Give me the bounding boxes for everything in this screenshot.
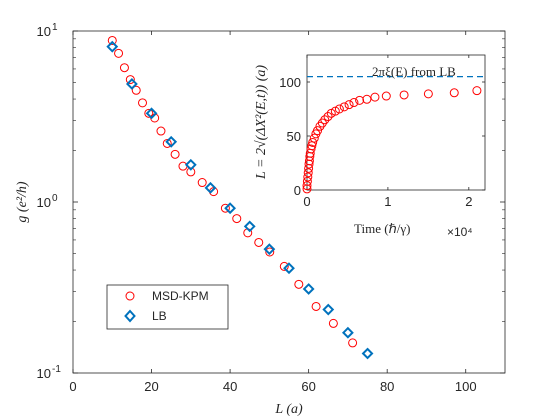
lb-point (263, 243, 276, 256)
msd-kpm-point (220, 203, 230, 213)
msd-kpm-point (311, 301, 321, 311)
inset-y-tick-label: 0 (294, 183, 301, 198)
main-y-tick-label: 10 (37, 195, 51, 210)
inset-point (303, 172, 313, 182)
inset-y-tick-label: 50 (287, 129, 301, 144)
inset-point (344, 100, 354, 110)
lb-point (302, 283, 315, 295)
main-y-tick-label: 10 (37, 24, 51, 39)
msd-kpm-point (107, 35, 117, 45)
lb-point (145, 107, 158, 120)
inset-plot-frame (306, 54, 486, 191)
inset-y-ticks: 0 50 100 (279, 75, 485, 198)
inset-x-multiplier: ×10⁴ (447, 225, 473, 239)
inset-point (472, 86, 482, 96)
inset-point (309, 133, 319, 143)
inset-point (317, 118, 327, 128)
legend-msd-kpm-marker (125, 291, 135, 301)
lb-point (106, 40, 119, 53)
main-x-tick-label: 20 (144, 379, 158, 394)
inset-point (320, 115, 330, 125)
inset-point (334, 104, 344, 114)
inset-y-tick-label: 100 (279, 75, 301, 90)
inset-point (306, 144, 316, 154)
inset-x-tick-label: 2 (465, 194, 472, 209)
lb-point (361, 347, 374, 360)
lb-point (243, 220, 256, 233)
main-y-axis-label: g (e²/h) (15, 181, 30, 222)
main-x-tick-label: 80 (380, 379, 394, 394)
inset-x-axis-label: Time (ℏ/γ) (354, 221, 410, 236)
main-y-tick-label: 10 (37, 366, 51, 381)
lb-point (341, 326, 354, 339)
msd-kpm-point (156, 126, 166, 136)
inset-point (449, 88, 459, 98)
main-x-ticks: 0 20 40 60 80 100 (69, 31, 477, 394)
main-x-tick-label: 40 (223, 379, 237, 394)
inset-point (323, 112, 333, 122)
main-data-points (106, 35, 374, 360)
inset-x-tick-label: 1 (384, 194, 391, 209)
inset-point (303, 168, 313, 178)
msd-kpm-point (125, 75, 135, 85)
lb-point (322, 303, 335, 316)
legend: MSD-KPM LB (106, 284, 229, 330)
main-x-axis-label: L (a) (274, 402, 303, 417)
inset-point (399, 90, 409, 100)
msd-kpm-point (197, 178, 207, 188)
inset-point (370, 92, 380, 102)
inset-point (308, 137, 318, 147)
inset-point (362, 94, 372, 104)
inset-point (315, 121, 325, 131)
msd-kpm-point (265, 247, 275, 257)
legend-msd-kpm-label: MSD-KPM (152, 289, 209, 303)
msd-kpm-point (144, 108, 154, 118)
inset-point (423, 89, 433, 99)
inset-point (302, 176, 312, 186)
legend-box (106, 284, 229, 330)
msd-kpm-point (131, 85, 141, 95)
msd-kpm-point (232, 214, 242, 224)
main-x-tick-label: 100 (455, 379, 477, 394)
inset-reference-label: 2πξ(E) from LB (372, 64, 456, 79)
legend-lb-marker (124, 309, 136, 323)
msd-kpm-point (119, 63, 129, 73)
inset-point (313, 126, 323, 136)
main-x-tick-label: 0 (69, 379, 76, 394)
lb-point (165, 135, 178, 148)
msd-kpm-point (348, 338, 358, 348)
lb-point (283, 262, 295, 275)
main-y-tick-exponent: -1 (52, 364, 61, 375)
lb-point (224, 202, 237, 215)
inset-point (302, 181, 312, 191)
inset-point (349, 98, 359, 108)
inset-point (339, 102, 349, 112)
inset-x-ticks: 0 1 2 (303, 55, 472, 209)
msd-kpm-point (294, 279, 304, 289)
lb-point (204, 181, 217, 194)
lb-point (184, 158, 197, 171)
lb-point (125, 78, 138, 90)
main-y-tick-exponent: 0 (52, 193, 58, 204)
msd-kpm-point (162, 138, 172, 148)
main-y-tick-exponent: 1 (52, 22, 58, 33)
main-x-tick-label: 60 (301, 379, 315, 394)
inset-x-tick-label: 0 (303, 194, 310, 209)
inset-point (355, 95, 365, 105)
inset-data-points (302, 86, 482, 194)
msd-kpm-point (114, 48, 124, 58)
legend-lb-label: LB (152, 309, 167, 323)
inset-y-axis-label: L = 2√(ΔX²(E,t)) (a) (254, 65, 269, 180)
msd-kpm-point (186, 167, 196, 177)
inset-plot: 2πξ(E) from LB 0 1 2 0 50 100 Time (ℏ/γ) ×10… (254, 54, 486, 239)
msd-kpm-point (328, 318, 338, 328)
msd-kpm-point (138, 98, 148, 108)
msd-kpm-point (254, 237, 264, 247)
msd-kpm-point (170, 149, 180, 159)
inset-point (381, 91, 391, 101)
msd-kpm-point (279, 261, 289, 271)
